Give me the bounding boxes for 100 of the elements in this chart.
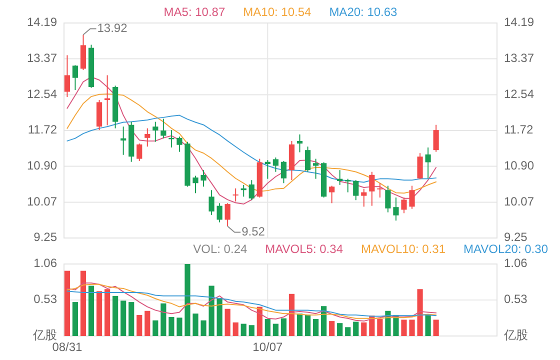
bar (377, 319, 383, 336)
candlestick (345, 178, 351, 193)
bar (208, 286, 214, 336)
candlestick (280, 160, 287, 184)
y-tick-label: 13.37 (26, 50, 58, 65)
candlestick (361, 188, 367, 208)
bar (72, 302, 78, 336)
bar (304, 314, 311, 336)
text: MAVOL10: 0.31 (361, 242, 446, 256)
y-tick-label: 亿股 (32, 328, 57, 342)
y2-tick-label: 0.53 (504, 292, 528, 306)
y2-tick-label: 10.90 (504, 158, 534, 172)
y-tick-label: 0.53 (34, 292, 58, 306)
candlestick (208, 190, 214, 216)
bar (272, 324, 278, 336)
y2-tick-label: 1.06 (504, 256, 528, 270)
candlestick (296, 134, 303, 153)
candlestick (248, 180, 254, 201)
candlestick (337, 170, 343, 186)
bar (184, 264, 190, 336)
bar (152, 320, 158, 336)
candlestick (377, 182, 383, 198)
candlestick (304, 146, 311, 172)
candlestick (312, 158, 319, 180)
bar (296, 314, 303, 336)
y2-tick-label: 亿股 (503, 328, 528, 342)
bar (433, 320, 439, 336)
y-tick-label: 12.54 (26, 86, 58, 101)
bar (168, 316, 174, 336)
bar (345, 327, 351, 336)
text: MA20: 10.63 (329, 5, 398, 20)
candlestick (385, 185, 391, 213)
candlestick (72, 64, 78, 91)
y-tick-label: 9.25 (34, 230, 58, 244)
candlestick (216, 202, 222, 223)
candlestick (176, 136, 182, 152)
bar (256, 306, 262, 336)
bar (353, 322, 359, 336)
text: MA10: 10.54 (243, 5, 312, 20)
bar (120, 300, 126, 336)
candlestick (64, 54, 70, 98)
bar (361, 322, 367, 336)
candlestick (80, 34, 86, 71)
bar (88, 286, 94, 336)
bar (112, 296, 118, 336)
y2-tick-label: 13.37 (504, 50, 534, 65)
candlestick (264, 160, 270, 180)
bar (240, 324, 246, 336)
candlestick (393, 197, 399, 222)
bar (409, 320, 415, 336)
bar (248, 325, 254, 336)
bar (64, 270, 70, 336)
bar (128, 302, 134, 336)
bar (329, 321, 335, 336)
y2-tick-label: 12.54 (504, 86, 534, 101)
y2-tick-label: 9.25 (504, 230, 528, 244)
bar (288, 294, 295, 336)
bar (200, 320, 206, 336)
candlestick (417, 152, 423, 180)
candlestick (433, 124, 439, 152)
candlestick (329, 185, 335, 204)
bar (136, 314, 142, 336)
bar (80, 270, 86, 336)
text: MAVOL5: 0.34 (265, 242, 344, 256)
bar (232, 322, 238, 336)
x-tick-label: 08/31 (52, 340, 83, 354)
text: MA5: 10.87 (164, 5, 226, 20)
candlestick (144, 128, 150, 148)
y2-tick-label: 10.07 (504, 194, 534, 208)
text: MAVOL20: 0.30 (464, 242, 548, 256)
bar (417, 289, 423, 336)
bar (337, 323, 343, 336)
candlestick (160, 118, 166, 139)
y-tick-label: 14.19 (26, 15, 58, 30)
bar (144, 310, 150, 336)
y2-tick-label: 14.19 (504, 15, 534, 30)
y-tick-label: 10.07 (26, 194, 58, 208)
bar (216, 298, 222, 336)
line-series (66, 290, 437, 317)
bar (224, 308, 230, 336)
x-tick-label: 10/07 (252, 340, 284, 354)
candlestick (224, 202, 230, 227)
candlestick (136, 143, 142, 162)
candlestick (425, 146, 431, 179)
bar (160, 303, 166, 336)
y2-tick-label: 11.72 (504, 122, 534, 137)
candlestick (272, 156, 278, 172)
bar (321, 306, 327, 336)
bar (192, 314, 198, 336)
candlestick (192, 175, 198, 194)
bar (104, 289, 110, 336)
annotation: 13.92 (97, 20, 128, 35)
bar (96, 291, 102, 336)
candlestick (401, 197, 407, 214)
bar (280, 318, 287, 336)
bar (264, 319, 270, 336)
y-tick-label: 11.72 (28, 122, 58, 137)
bar (425, 314, 431, 336)
candlestick (232, 188, 238, 202)
y-tick-label: 10.90 (26, 158, 58, 172)
